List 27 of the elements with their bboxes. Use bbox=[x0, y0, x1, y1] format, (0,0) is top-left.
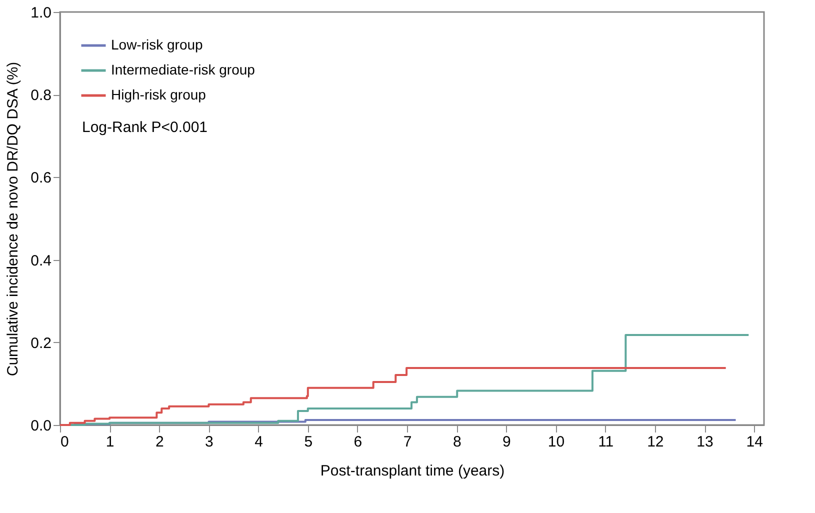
x-tick-label: 12 bbox=[647, 434, 664, 450]
annotation: Log-Rank P<0.001 bbox=[82, 119, 208, 136]
x-tick-label: 9 bbox=[502, 434, 511, 450]
x-tick-label: 13 bbox=[696, 434, 714, 450]
legend-label: Low-risk group bbox=[111, 36, 204, 52]
x-tick-label: 0 bbox=[60, 434, 69, 450]
x-tick-label: 6 bbox=[354, 434, 362, 450]
x-tick-label: 2 bbox=[155, 434, 164, 450]
y-tick-label: 0.8 bbox=[30, 87, 52, 104]
x-tick-label: 11 bbox=[598, 434, 614, 450]
x-tick-label: 10 bbox=[548, 434, 565, 450]
y-tick-label: 0.0 bbox=[30, 418, 52, 434]
x-tick-label: 7 bbox=[403, 434, 412, 450]
x-tick-label: 14 bbox=[746, 434, 763, 450]
legend-label: Intermediate-risk group bbox=[111, 62, 256, 78]
x-tick-label: 4 bbox=[254, 434, 263, 450]
y-tick-label: 0.6 bbox=[30, 170, 52, 187]
y-tick-label: 0.2 bbox=[30, 334, 52, 352]
x-tick-label: 1 bbox=[106, 434, 114, 450]
x-tick-label: 3 bbox=[205, 434, 214, 450]
y-axis-title: Cumulative incidence de novo DR/DQ DSA (%) bbox=[4, 62, 22, 376]
x-axis-title: Post-transplant time (years) bbox=[320, 462, 505, 480]
x-tick-label: 8 bbox=[452, 434, 462, 450]
y-tick-label: 1.0 bbox=[30, 4, 52, 22]
y-tick-label: 0.4 bbox=[30, 252, 52, 270]
x-tick-label: 5 bbox=[304, 434, 313, 450]
legend-label: High-risk group bbox=[111, 86, 206, 102]
